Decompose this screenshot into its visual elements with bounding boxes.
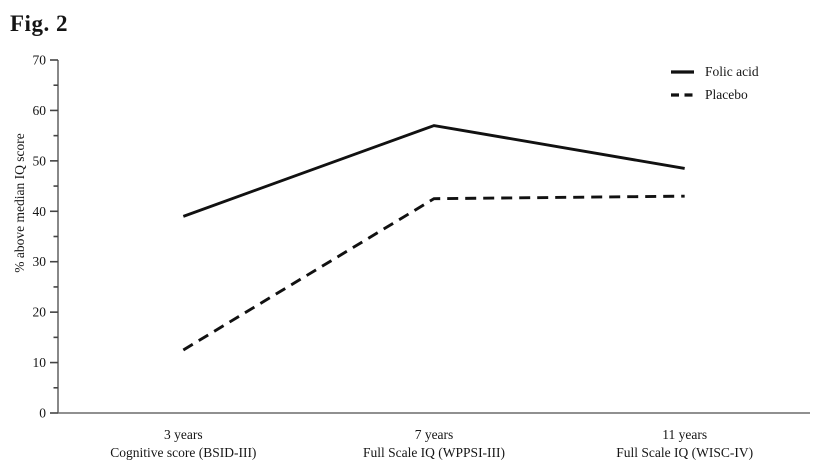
series-line-folic-acid	[182, 124, 685, 218]
y-axis-title: % above median IQ score	[12, 133, 27, 273]
legend-item-placebo: Placebo	[671, 83, 759, 106]
x-category-label-11-years: 11 years	[662, 427, 707, 442]
y-tick-label: 40	[33, 204, 47, 219]
y-tick-label: 20	[33, 305, 47, 320]
y-tick-label: 10	[33, 355, 47, 370]
chart-legend: Folic acid Placebo	[671, 60, 759, 106]
dashed-line-swatch	[671, 91, 694, 99]
solid-line-swatch	[671, 68, 694, 76]
y-tick-label: 60	[33, 103, 47, 118]
x-category-sublabel-7-years: Full Scale IQ (WPPSI-III)	[363, 445, 505, 460]
x-category-label-3-years: 3 years	[164, 427, 203, 442]
x-category-sublabel-3-years: Cognitive score (BSID-III)	[110, 445, 256, 460]
legend-label-placebo: Placebo	[705, 86, 748, 102]
legend-label-folic-acid: Folic acid	[705, 63, 759, 79]
legend-item-folic-acid: Folic acid	[671, 60, 759, 83]
series-line-placebo	[182, 194, 685, 352]
y-tick-label: 0	[39, 406, 46, 421]
y-tick-label: 30	[33, 254, 47, 269]
y-tick-label: 50	[33, 153, 47, 168]
y-tick-label: 70	[33, 53, 47, 68]
x-category-sublabel-11-years: Full Scale IQ (WISC-IV)	[616, 445, 753, 460]
figure-title: Fig. 2	[10, 11, 68, 36]
x-category-label-7-years: 7 years	[415, 427, 454, 442]
